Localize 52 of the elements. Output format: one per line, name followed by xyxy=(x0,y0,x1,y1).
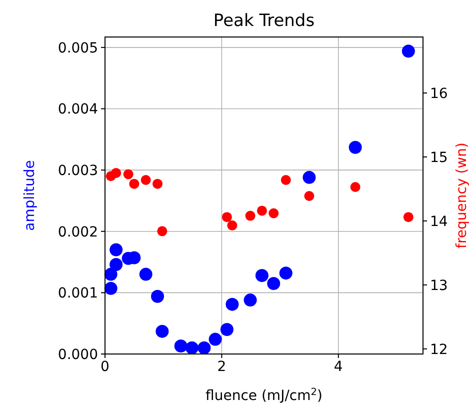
point xyxy=(198,341,211,354)
x-tick-label: 0 xyxy=(100,359,110,375)
point xyxy=(208,332,222,346)
point xyxy=(151,290,164,303)
point xyxy=(185,341,198,354)
point xyxy=(110,243,123,256)
point xyxy=(157,226,168,236)
point xyxy=(140,174,151,185)
point xyxy=(111,168,122,178)
point xyxy=(279,266,292,280)
point xyxy=(255,269,268,282)
point xyxy=(174,340,188,353)
point xyxy=(139,268,152,281)
point xyxy=(280,174,291,185)
point xyxy=(123,169,134,180)
point xyxy=(302,170,316,184)
y2-axis-title: frequency (wn) xyxy=(454,142,470,248)
point xyxy=(156,324,169,338)
y-tick-label: 0.005 xyxy=(58,40,98,56)
point xyxy=(227,220,238,230)
x-tick-label: 4 xyxy=(334,359,343,375)
point xyxy=(304,190,314,201)
y-tick-label: 0.000 xyxy=(58,346,98,363)
x-tick-label: 2 xyxy=(217,359,226,375)
point xyxy=(152,178,163,189)
point xyxy=(129,178,140,189)
y-tick-label: 0.004 xyxy=(58,102,98,118)
point xyxy=(267,276,280,290)
y-tick-label: 0.001 xyxy=(58,286,98,302)
y2-tick-label: 14 xyxy=(430,214,448,230)
point xyxy=(348,140,362,154)
point xyxy=(402,44,415,58)
point xyxy=(110,258,123,271)
point xyxy=(403,212,414,222)
point xyxy=(220,322,234,336)
y2-tick-label: 16 xyxy=(430,86,448,102)
y-tick-label: 0.002 xyxy=(58,224,98,240)
point xyxy=(245,210,256,221)
point xyxy=(256,206,267,216)
point xyxy=(222,212,232,222)
y2-tick-label: 12 xyxy=(430,342,448,358)
point xyxy=(350,182,360,192)
y2-tick-label: 15 xyxy=(430,150,448,166)
point xyxy=(226,298,239,311)
point xyxy=(268,208,279,218)
y-tick-label: 0.003 xyxy=(58,162,98,179)
x-axis-title: fluence (mJ/cm$^{2}$) xyxy=(206,386,322,404)
y2-tick-label: 13 xyxy=(430,278,448,294)
chart-title: Peak Trends xyxy=(213,11,315,31)
point xyxy=(244,294,257,307)
point xyxy=(104,282,118,295)
y-axis-title: amplitude xyxy=(22,160,38,231)
